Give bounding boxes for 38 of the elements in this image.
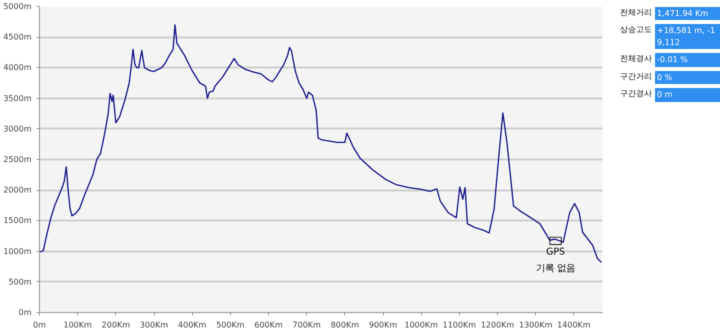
x-tick-label: 1400Km <box>557 320 591 330</box>
text: 전체경사 <box>619 53 653 65</box>
y-tick-label: 4500m <box>3 32 32 42</box>
y-tick-label: 2000m <box>3 186 32 195</box>
y-tick-label: 0m <box>18 308 32 317</box>
text: 1,471.94 Km <box>655 7 720 20</box>
x-tick-label: 400Km <box>178 320 207 330</box>
y-tick-label: 1000m <box>3 246 32 256</box>
text: -0.01 % <box>655 53 720 67</box>
y-tick-label: 3000m <box>3 124 32 134</box>
x-tick-label: 700Km <box>292 320 322 330</box>
text: 전체거리 <box>619 7 653 18</box>
text: +18,581 m, -19,112 <box>655 24 720 50</box>
x-tick-label: 1000Km <box>404 320 438 330</box>
text: 0 % <box>655 70 720 84</box>
x-tick-label: 300Km <box>140 320 168 330</box>
text: 구간거리 <box>619 70 653 82</box>
y-tick-label: 3500m <box>3 94 32 103</box>
text: 상승고도 <box>619 24 653 36</box>
x-tick-label: 600Km <box>254 320 283 330</box>
x-tick-label: 1100Km <box>442 320 476 330</box>
y-tick-label: 5000m <box>3 2 32 11</box>
x-tick-label: 1300Km <box>519 320 553 330</box>
y-tick-label: 1500m <box>3 216 32 226</box>
y-tick-label: 500m <box>8 277 32 286</box>
text: 구간경사 <box>619 88 653 100</box>
x-tick-label: 900Km <box>368 320 398 330</box>
y-tick-label: 2500m <box>3 155 32 164</box>
x-tick-label: 0m <box>33 320 46 330</box>
x-tick-label: 1200Km <box>480 320 514 330</box>
y-tick-label: 4000m <box>3 63 32 72</box>
x-tick-label: 100Km <box>64 320 92 330</box>
text: 0 m <box>655 88 720 102</box>
x-tick-label: 200Km <box>102 320 130 330</box>
x-tick-label: 800Km <box>330 320 360 330</box>
x-tick-label: 500Km <box>216 320 245 330</box>
annotation: GPS 기록 없음 <box>536 246 576 274</box>
line-series <box>40 24 602 263</box>
